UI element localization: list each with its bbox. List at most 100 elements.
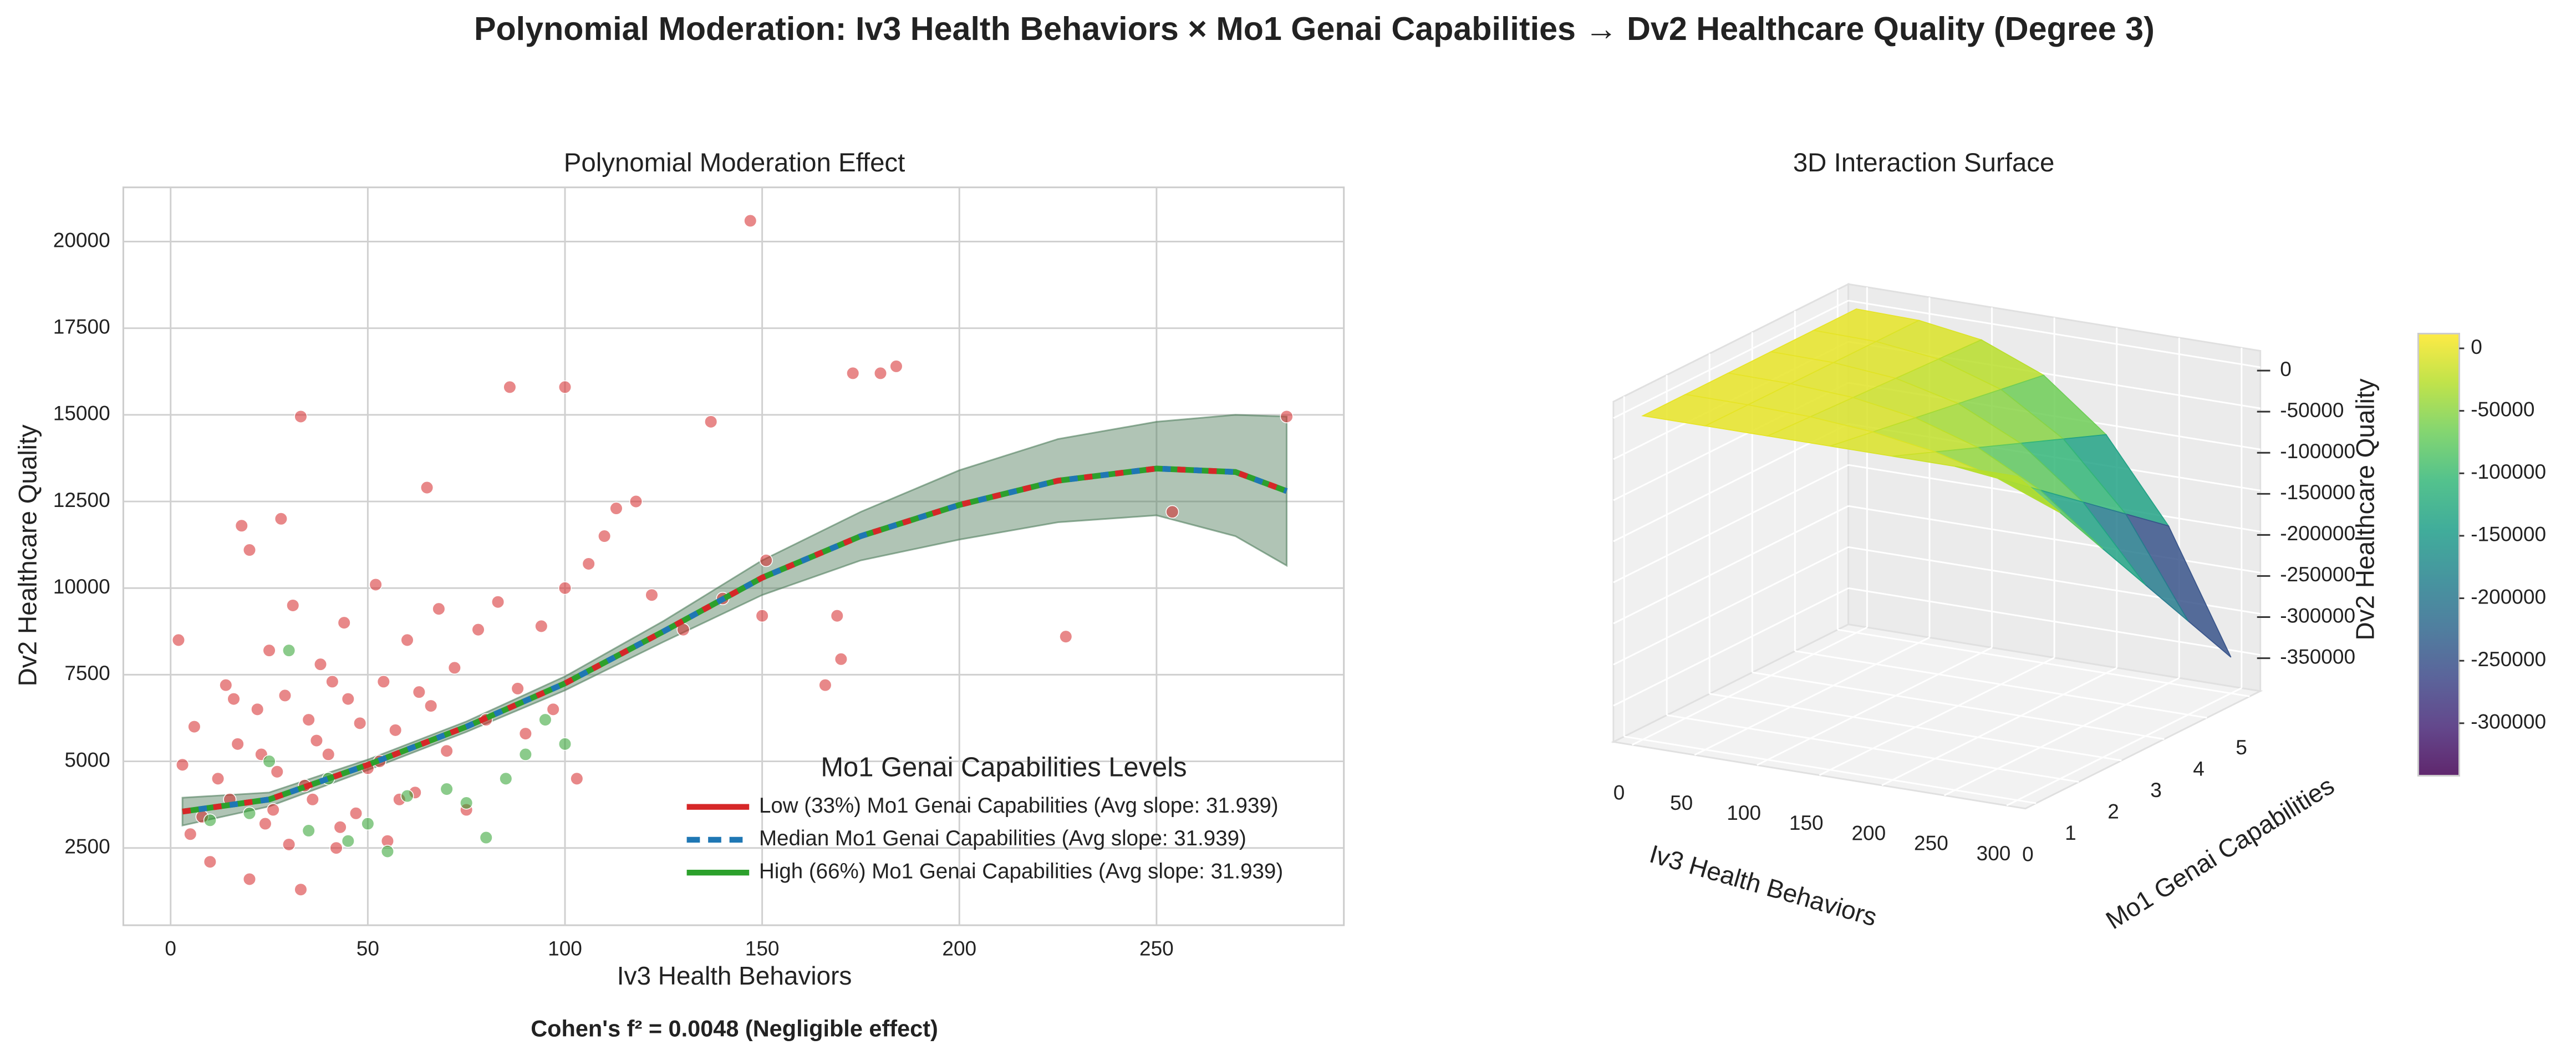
colorbar-tick-label: -200000 (2471, 585, 2546, 608)
y-tick-label: 7500 (64, 661, 110, 684)
z-tick-label: -250000 (2280, 562, 2355, 586)
grid-line (1613, 464, 1849, 584)
grid-line (1819, 657, 2055, 776)
scatter-point (834, 652, 848, 666)
scatter-point (333, 820, 347, 834)
scatter-point (369, 577, 383, 591)
grid-line (1795, 650, 2207, 719)
scatter-point (262, 643, 276, 657)
scatter-point (440, 744, 454, 758)
scatter-point (389, 723, 403, 737)
scatter-point (598, 529, 612, 543)
scatter-point (471, 623, 485, 637)
grid-line (1632, 626, 1868, 746)
plot-area (122, 186, 1345, 926)
x-tick-label: 250 (1139, 936, 1174, 960)
scatter-point (203, 855, 217, 869)
x-tick-label: 0 (1613, 781, 1625, 804)
grid-line (1623, 736, 2037, 804)
x-tick-label: 150 (745, 936, 780, 960)
z-tick-label: 0 (2280, 357, 2292, 381)
scatter-point (1059, 630, 1073, 643)
scatter-point (759, 554, 773, 567)
z-tick-label: -100000 (2280, 439, 2355, 463)
scatter-point (846, 366, 860, 380)
grid-line (1848, 505, 2261, 574)
y-tick-label: 12500 (53, 488, 110, 511)
legend-label: Low (33%) Mo1 Genai Capabilities (Avg sl… (759, 794, 1279, 818)
colorbar-tick-label: -150000 (2471, 523, 2546, 546)
scatter-point (424, 699, 438, 713)
scatter-point (242, 807, 256, 820)
grid-line (1613, 587, 1849, 707)
scatter-point (231, 737, 245, 751)
scatter-point (432, 602, 446, 616)
scatter-point (242, 543, 256, 557)
scatter-point (219, 678, 233, 692)
chart-title: Polynomial Moderation Effect (564, 148, 905, 177)
grid-line (2006, 687, 2242, 807)
scatter-point (704, 415, 718, 429)
scatter-point (518, 748, 532, 762)
legend-label: Median Mo1 Genai Capabilities (Avg slope… (759, 826, 1246, 850)
scatter-point (447, 661, 461, 674)
x-tick-label: 200 (942, 936, 976, 960)
colorbar-tick-label: -100000 (2471, 460, 2546, 483)
scatter-point (302, 713, 315, 727)
scatter-point (645, 588, 659, 602)
scatter-point (258, 817, 272, 831)
scatter-point (251, 702, 264, 716)
scatter-point (830, 609, 844, 623)
x-tick-label: 200 (1851, 821, 1886, 844)
scatter-point (518, 727, 532, 741)
scatter-point (302, 824, 315, 838)
scatter-point (329, 841, 343, 855)
grid-line (1613, 423, 1849, 542)
colorbar (2417, 332, 2460, 777)
scatter-point (314, 657, 328, 671)
x-tick-label: 150 (1789, 811, 1824, 834)
y-tick-label: 0 (2022, 843, 2034, 866)
scatter-point (503, 380, 517, 394)
scatter-point (309, 734, 323, 748)
x-tick-label: 100 (548, 936, 582, 960)
scatter-point (325, 674, 339, 688)
x-axis-label: Iv3 Health Behaviors (617, 961, 852, 990)
scatter-point (184, 827, 197, 841)
scatter-point (211, 772, 225, 785)
x-tick-label: 50 (1670, 791, 1693, 814)
scatter-point (294, 409, 308, 423)
scatter-point (282, 838, 296, 851)
scatter-point (400, 789, 414, 803)
x-tick-label: 300 (1977, 841, 2011, 865)
scatter-point (538, 713, 552, 727)
x-tick-label: 0 (165, 936, 176, 960)
y-tick-label: 15000 (53, 402, 110, 425)
scatter-point (1280, 409, 1294, 423)
scatter-point (349, 807, 363, 820)
scatter-point (546, 702, 560, 716)
scatter-point (440, 782, 454, 796)
surface-patch (1954, 465, 2061, 513)
scatter-point (266, 803, 280, 817)
scatter-point (171, 633, 185, 647)
scatter-point (479, 831, 493, 845)
figure-title: Polynomial Moderation: Iv3 Health Behavi… (474, 10, 2155, 47)
scatter-point (534, 619, 548, 633)
scatter-point (242, 872, 256, 886)
grid-line (1757, 647, 1993, 766)
x-tick-label: 250 (1914, 831, 1948, 855)
scatter-point (341, 692, 355, 706)
scatter-point (361, 817, 375, 831)
scatter-point (511, 682, 525, 696)
legend-title: Mo1 Genai Capabilities Levels (821, 752, 1187, 782)
scatter-point (235, 519, 248, 532)
chart-title: 3D Interaction Surface (1793, 148, 2055, 177)
y-axis-label: Dv2 Healthcare Quality (13, 424, 42, 686)
grid-line (1613, 300, 1849, 419)
z-tick-label: -50000 (2280, 398, 2344, 422)
z-tick-label: -200000 (2280, 521, 2355, 545)
y-tick-label: 1 (2065, 821, 2076, 844)
grid-line (1943, 677, 2180, 797)
scatter-point (286, 599, 300, 612)
